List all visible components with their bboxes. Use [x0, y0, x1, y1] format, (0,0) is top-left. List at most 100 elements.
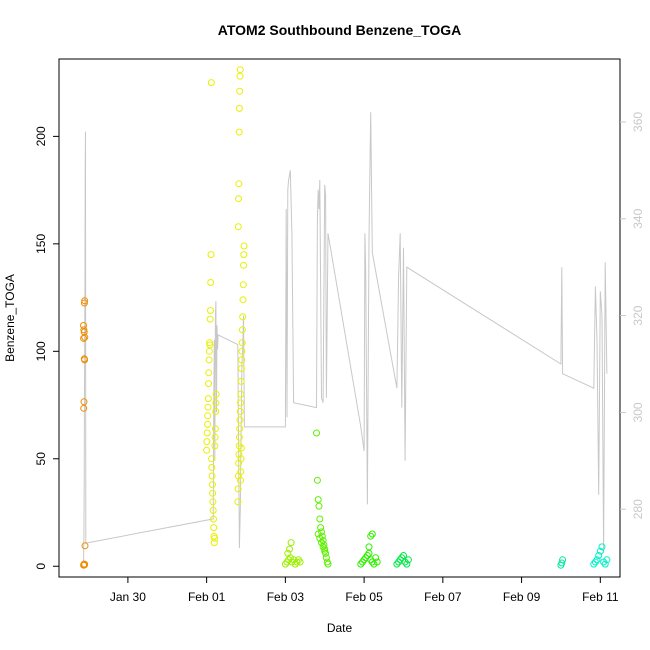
data-point-s1-71	[237, 444, 245, 452]
data-point-s4-12	[367, 532, 375, 540]
x-tick-label-3: Feb 05	[345, 590, 383, 604]
data-point-s3-4	[316, 515, 324, 523]
data-point-s5-3	[398, 554, 406, 562]
plot-frame	[58, 58, 621, 578]
y-right-tick-label-3: 340	[631, 208, 645, 228]
x-tick-label-0: Jan 30	[110, 590, 146, 604]
data-point-s1-6	[204, 395, 212, 403]
data-point-s2-1	[283, 558, 291, 566]
data-point-s1-43	[236, 425, 244, 433]
y-right-tick-label-2: 320	[631, 305, 645, 325]
data-point-s0-16	[81, 297, 89, 305]
data-point-s1-35	[212, 390, 220, 398]
data-point-s5-4	[400, 552, 407, 559]
y-right-tick-label-0: 280	[631, 499, 645, 519]
data-point-s3-10	[321, 545, 329, 553]
data-point-s1-22	[209, 489, 217, 497]
data-point-s0-7	[80, 398, 88, 406]
data-point-s1-61	[235, 195, 243, 203]
y-axis-label: Benzene_TOGA	[3, 274, 17, 362]
data-point-s7-4	[596, 547, 604, 555]
data-point-s1-52	[238, 339, 246, 347]
data-point-s7-7	[601, 560, 609, 568]
data-point-s3-5	[317, 524, 325, 532]
data-point-s1-37	[234, 485, 242, 493]
x-tick-label-1: Feb 01	[188, 590, 226, 604]
data-point-s1-15	[207, 279, 215, 286]
data-point-s1-70	[237, 455, 245, 463]
data-point-s1-13	[206, 315, 214, 323]
data-point-s1-9	[205, 356, 213, 364]
data-point-s1-54	[239, 313, 247, 321]
data-point-s1-1	[203, 438, 211, 446]
data-point-s1-14	[207, 307, 214, 314]
data-point-s3-14	[324, 560, 332, 568]
data-point-s1-49	[237, 365, 245, 372]
data-point-s1-44	[236, 416, 244, 424]
data-point-s0-11	[81, 333, 89, 341]
data-point-s2-12	[287, 539, 295, 547]
data-point-s0-4	[81, 560, 89, 568]
data-point-s1-16	[207, 251, 215, 259]
data-point-s1-46	[237, 399, 244, 407]
data-point-s1-19	[208, 463, 216, 471]
data-point-s1-30	[211, 442, 219, 450]
data-point-s1-24	[209, 506, 217, 514]
data-point-s1-10	[205, 347, 213, 355]
data-point-s0-13	[80, 326, 88, 334]
plot-content	[80, 66, 611, 569]
data-point-s3-16	[316, 534, 324, 542]
data-point-s1-36	[234, 498, 242, 506]
data-point-s1-59	[240, 242, 248, 250]
data-point-s1-5	[204, 403, 212, 411]
data-point-s1-4	[204, 412, 212, 420]
data-point-s3-12	[322, 554, 330, 562]
data-point-s5-6	[403, 560, 411, 568]
data-point-s1-32	[211, 425, 219, 433]
data-point-s4-0	[357, 560, 365, 568]
y-left-tick-label-2: 100	[34, 341, 48, 361]
data-point-s6-2	[559, 556, 567, 564]
data-point-s1-34	[212, 399, 220, 407]
y-left-tick-label-0: 0	[34, 563, 48, 570]
data-point-s2-7	[293, 558, 301, 566]
data-point-s2-8	[295, 556, 302, 564]
data-point-s6-1	[558, 559, 566, 567]
data-point-s3-19	[321, 547, 329, 555]
data-point-s1-0	[203, 446, 211, 454]
data-point-s4-2	[360, 556, 368, 564]
data-point-s1-62	[235, 180, 243, 188]
data-point-s1-20	[208, 472, 216, 480]
data-point-s1-55	[239, 296, 247, 304]
data-point-s4-11	[365, 543, 373, 551]
data-point-s1-29	[211, 534, 219, 542]
data-point-s1-68	[237, 476, 244, 484]
data-point-s1-60	[234, 223, 242, 231]
data-point-s7-8	[603, 556, 611, 564]
data-point-s1-3	[204, 420, 211, 428]
data-point-s1-69	[237, 468, 245, 476]
data-point-s1-65	[236, 87, 244, 95]
x-axis-label: Date	[327, 621, 353, 635]
data-point-s1-40	[235, 451, 243, 458]
data-point-s4-4	[363, 552, 371, 559]
data-point-s2-11	[286, 545, 293, 553]
y-left-tick-label-4: 200	[34, 126, 48, 146]
data-point-s5-0	[393, 560, 401, 568]
data-point-s0-6	[80, 404, 88, 412]
data-point-s7-2	[593, 556, 601, 564]
data-point-s1-48	[237, 377, 245, 385]
x-tick-label-6: Feb 11	[582, 590, 619, 604]
data-point-s1-18	[208, 455, 216, 463]
data-point-s3-17	[318, 539, 325, 547]
data-point-s1-56	[239, 281, 247, 289]
data-point-s1-67	[236, 66, 244, 74]
data-point-s1-33	[212, 408, 220, 415]
axes: Jan 30 Feb 01 Feb 03 Feb 05 Feb 07 Feb 09 Feb …	[34, 112, 645, 604]
y-right-tick-label-1: 300	[631, 402, 645, 422]
x-tick-label-4: Feb 07	[424, 590, 462, 604]
data-point-s1-45	[236, 408, 244, 415]
chart-title: ATOM2 Southbound Benzene_TOGA	[218, 22, 461, 38]
data-point-s7-5	[598, 543, 606, 551]
